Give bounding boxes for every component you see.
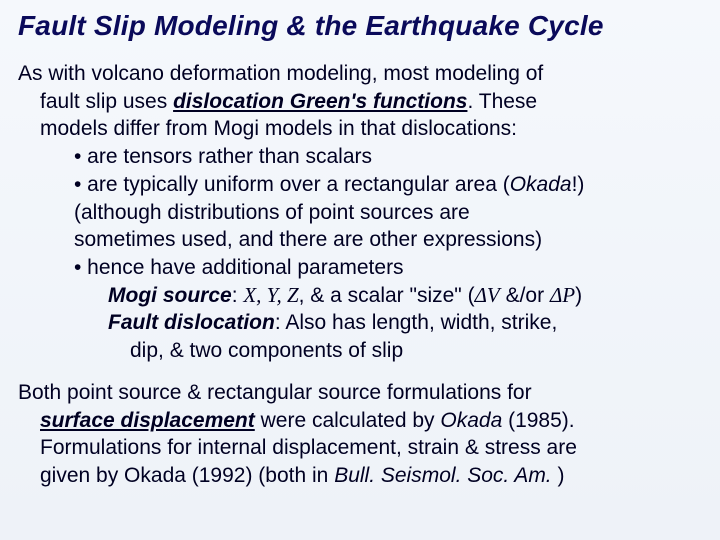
mogi-vars: X, Y, Z xyxy=(243,283,298,307)
p2-line1: Both point source & rectangular source f… xyxy=(18,379,702,407)
mogi-andor: &/or xyxy=(500,284,550,307)
p1-l2a: fault slip uses xyxy=(40,90,173,113)
bullet-2-line2: (although distributions of point sources… xyxy=(18,199,702,227)
p1-l2c: . These xyxy=(467,90,537,113)
mogi-label: Mogi source xyxy=(108,284,232,307)
bullet-3: • hence have additional parameters xyxy=(18,254,702,282)
p2-line3: Formulations for internal displacement, … xyxy=(18,434,702,462)
paragraph-1: As with volcano deformation modeling, mo… xyxy=(18,60,702,365)
b2c: !) xyxy=(572,173,585,196)
p2-l4b: Bull. Seismol. Soc. Am. xyxy=(334,464,551,487)
fault-line1: Fault dislocation: Also has length, widt… xyxy=(18,309,702,337)
b2a: • are typically uniform over a rectangul… xyxy=(74,173,510,196)
p1-l2b: dislocation Green's functions xyxy=(173,90,467,113)
mogi-mid: , & a scalar "size" ( xyxy=(299,284,475,307)
paragraph-2: Both point source & rectangular source f… xyxy=(18,379,702,490)
p2-l2a: surface displacement xyxy=(40,409,255,432)
bullet-2: • are typically uniform over a rectangul… xyxy=(18,171,702,199)
bullet-2-line3: sometimes used, and there are other expr… xyxy=(18,226,702,254)
fault-rest1: : Also has length, width, strike, xyxy=(275,311,557,334)
mogi-dv: ΔV xyxy=(475,283,500,307)
p2-l2d: (1985). xyxy=(502,409,574,432)
p1-line2: fault slip uses dislocation Green's func… xyxy=(18,88,702,116)
p2-l4a: given by Okada (1992) (both in xyxy=(40,464,334,487)
p1-line1: As with volcano deformation modeling, mo… xyxy=(18,60,702,88)
b2b: Okada xyxy=(510,173,572,196)
mogi-close: ) xyxy=(575,284,582,307)
p2-l2b: were calculated by xyxy=(255,409,441,432)
mogi-dp: ΔP xyxy=(550,283,575,307)
p2-l4c: ) xyxy=(552,464,565,487)
page-title: Fault Slip Modeling & the Earthquake Cyc… xyxy=(18,10,702,42)
mogi-line: Mogi source: X, Y, Z, & a scalar "size" … xyxy=(18,282,702,310)
fault-line2: dip, & two components of slip xyxy=(18,337,702,365)
p2-line2: surface displacement were calculated by … xyxy=(18,407,702,435)
fault-label: Fault dislocation xyxy=(108,311,275,334)
p1-line3: models differ from Mogi models in that d… xyxy=(18,115,702,143)
p2-l2c: Okada xyxy=(440,409,502,432)
mogi-colon: : xyxy=(232,284,244,307)
bullet-1: • are tensors rather than scalars xyxy=(18,143,702,171)
p2-line4: given by Okada (1992) (both in Bull. Sei… xyxy=(18,462,702,490)
